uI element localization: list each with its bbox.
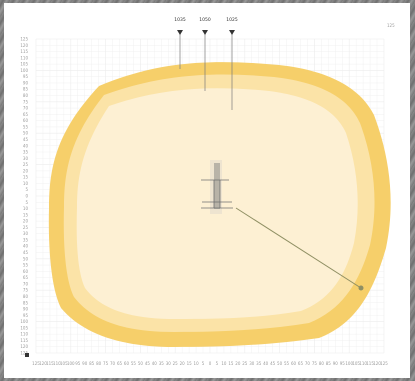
y-tick-label: 60: [23, 269, 29, 274]
top-marker-2: 1050: [199, 17, 211, 23]
x-tick-label: 80: [96, 361, 102, 366]
y-tick-label: 125: [20, 37, 28, 42]
x-tick-label: 15: [187, 361, 193, 366]
y-tick-label: 60: [23, 118, 29, 123]
y-tick-label: 45: [23, 250, 29, 255]
x-tick-label: 10: [194, 361, 200, 366]
y-tick-label: 110: [20, 332, 28, 337]
x-tick-label: 10: [221, 361, 227, 366]
x-tick-label: 55: [131, 361, 137, 366]
y-tick-label: 5: [25, 200, 28, 205]
top-marker-1: 1035: [174, 17, 186, 23]
y-tick-label: 65: [23, 112, 29, 117]
x-tick-label: 35: [159, 361, 165, 366]
x-tick-label: 50: [138, 361, 144, 366]
y-tick-label: 85: [23, 87, 29, 92]
y-tick-label: 70: [23, 106, 29, 111]
x-tick-label: 55: [284, 361, 290, 366]
x-tick-label: 60: [291, 361, 297, 366]
x-tick-label: 60: [124, 361, 130, 366]
x-tick-label: 30: [166, 361, 172, 366]
x-tick-label: 85: [326, 361, 332, 366]
y-tick-label: 95: [23, 74, 29, 79]
x-tick-label: 5: [216, 361, 219, 366]
y-tick-label: 40: [23, 143, 29, 148]
y-tick-label: 50: [23, 131, 29, 136]
x-tick-label: 50: [277, 361, 283, 366]
corner-label: 125: [387, 23, 395, 28]
x-tick-label: 45: [145, 361, 151, 366]
y-tick-label: 75: [23, 99, 29, 104]
y-tick-label: 90: [23, 80, 29, 85]
y-tick-label: 120: [20, 344, 28, 349]
y-tick-label: 55: [23, 124, 29, 129]
x-tick-label: 0: [209, 361, 212, 366]
y-tick-label: 40: [23, 244, 29, 249]
x-tick-label: 90: [82, 361, 88, 366]
x-tick-label: 85: [89, 361, 95, 366]
x-tick-label: 30: [249, 361, 255, 366]
y-tick-label: 25: [23, 162, 29, 167]
y-tick-label: 25: [23, 225, 29, 230]
y-tick-label: 100: [20, 319, 28, 324]
y-tick-label: 80: [23, 294, 29, 299]
y-tick-label: 100: [20, 68, 28, 73]
y-tick-label: 120: [20, 43, 28, 48]
y-tick-label: 55: [23, 263, 29, 268]
x-tick-label: 20: [235, 361, 241, 366]
x-tick-label: 100: [67, 361, 75, 366]
y-tick-label: 115: [20, 338, 28, 343]
top-marker-3: 1025: [226, 17, 238, 23]
x-tick-label: 125: [380, 361, 388, 366]
x-tick-label: 45: [270, 361, 276, 366]
y-tick-label: 20: [23, 219, 29, 224]
y-tick-label: 105: [20, 325, 28, 330]
x-tick-label: 95: [75, 361, 81, 366]
x-tick-label: 40: [263, 361, 269, 366]
x-tick-label: 5: [202, 361, 205, 366]
x-tick-label: 25: [173, 361, 179, 366]
x-tick-label: 15: [228, 361, 234, 366]
x-tick-label: 75: [312, 361, 318, 366]
y-tick-label: 115: [20, 49, 28, 54]
y-tick-label: 10: [23, 181, 29, 186]
y-tick-label: 5: [25, 187, 28, 192]
y-tick-label: 85: [23, 300, 29, 305]
x-tick-label: 40: [152, 361, 158, 366]
y-tick-label: 30: [23, 231, 29, 236]
y-tick-label: 15: [23, 175, 29, 180]
y-tick-label: 30: [23, 156, 29, 161]
y-tick-label: 110: [20, 55, 28, 60]
y-tick-label: 35: [23, 237, 29, 242]
y-tick-label: 75: [23, 288, 29, 293]
y-axis-ticks: 1251201151101051009590858075706560555045…: [20, 37, 28, 356]
x-tick-label: 80: [319, 361, 325, 366]
y-tick-label: 20: [23, 168, 29, 173]
y-tick-label: 105: [20, 62, 28, 67]
y-tick-label: 35: [23, 150, 29, 155]
x-tick-label: 90: [333, 361, 339, 366]
diagram-frame: 1035 1050 1025 125 120 115 110 105 100 95 90 85 8…: [4, 3, 410, 378]
diagram-canvas: 1035 1050 1025 125 120 115 110 105 100 95 90 85 8…: [4, 3, 410, 378]
x-tick-label: 75: [103, 361, 109, 366]
y-tick-label: 15: [23, 212, 29, 217]
y-tick-label: 65: [23, 275, 29, 280]
x-tick-label: 20: [180, 361, 186, 366]
x-tick-label: 65: [298, 361, 304, 366]
x-axis-ticks: 125 120 115 110 105 100 95 90 85 80 75 70 65 60 55 50 45…: [32, 361, 388, 366]
x-tick-label: 70: [110, 361, 116, 366]
x-tick-label: 65: [117, 361, 123, 366]
y-tick-label: 90: [23, 307, 29, 312]
y-tick-label: 50: [23, 256, 29, 261]
y-tick-label: 0: [25, 194, 28, 199]
y-tick-label: 95: [23, 313, 29, 318]
x-tick-label: 70: [305, 361, 311, 366]
y-tick-label: 80: [23, 93, 29, 98]
x-tick-label: 35: [256, 361, 262, 366]
corner-square: [25, 353, 29, 357]
x-tick-label: 25: [242, 361, 248, 366]
y-tick-label: 70: [23, 281, 29, 286]
y-tick-label: 45: [23, 137, 29, 142]
y-tick-label: 10: [23, 206, 29, 211]
